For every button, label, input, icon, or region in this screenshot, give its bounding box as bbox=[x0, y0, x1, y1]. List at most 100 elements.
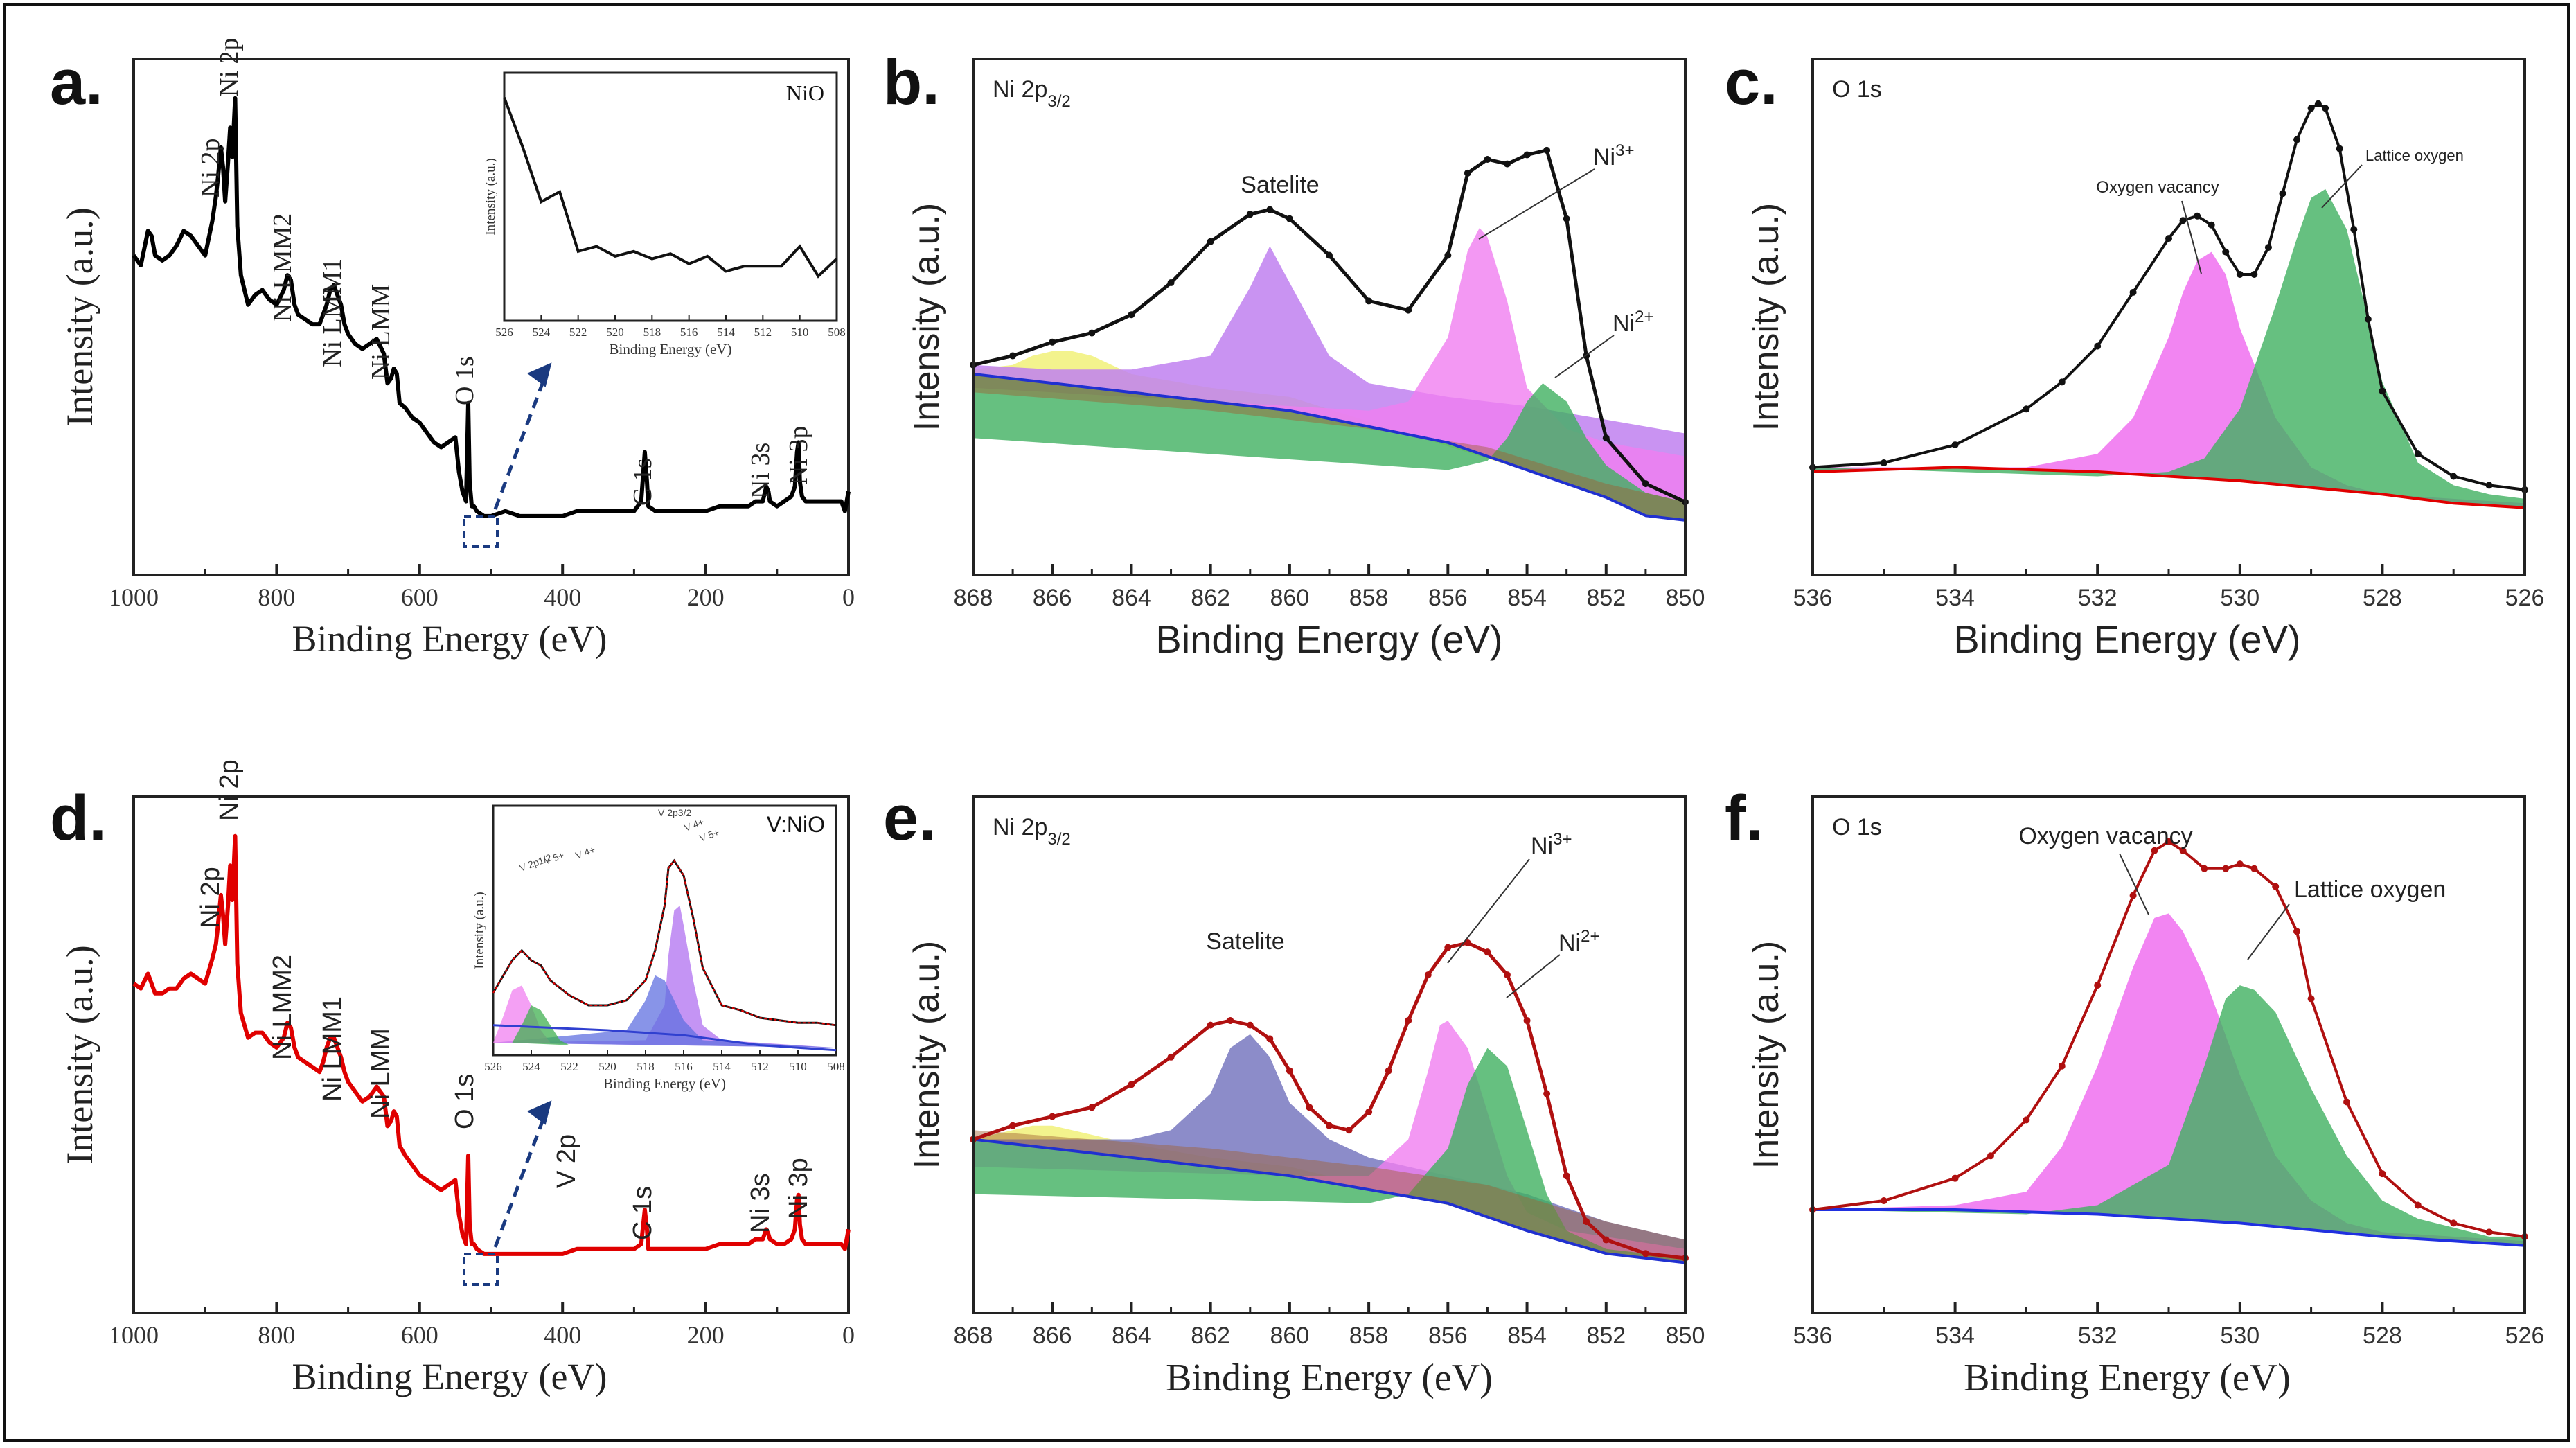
envelope-line bbox=[1812, 102, 2525, 491]
x-tick-label: 868 bbox=[954, 1323, 993, 1349]
x-tick-label: 532 bbox=[2078, 1323, 2117, 1349]
x-axis-label: Binding Energy (eV) bbox=[1155, 617, 1502, 661]
inset-tick-label: 514 bbox=[717, 326, 735, 339]
panel-f: 536 534 532 530 528 526 f. O 1s Binding Energy (… bbox=[1725, 783, 2544, 1400]
data-point bbox=[2307, 105, 2315, 112]
panel-label: b. bbox=[883, 47, 940, 118]
x-axis-label: Binding Energy (eV) bbox=[292, 1356, 607, 1397]
data-point bbox=[1128, 1081, 1135, 1088]
x-axis-label: Binding Energy (eV) bbox=[1964, 1357, 2291, 1400]
data-point bbox=[1266, 1035, 1274, 1043]
data-point bbox=[2151, 847, 2158, 854]
data-point bbox=[2165, 838, 2172, 845]
x-tick-label: 852 bbox=[1586, 1323, 1626, 1349]
overlap-band bbox=[973, 1130, 1685, 1263]
inset-tick-label: 510 bbox=[791, 326, 809, 339]
peak-label: Ni 3s bbox=[746, 443, 775, 499]
data-point bbox=[2293, 928, 2301, 935]
inset-tick-label: 516 bbox=[680, 326, 698, 339]
inset-annotation: V 2p3/2 bbox=[658, 807, 691, 818]
peak-ni2 bbox=[973, 373, 1685, 520]
x-tick-label: 858 bbox=[1349, 585, 1389, 611]
annotation-line bbox=[2247, 903, 2290, 960]
inset-tick-label: 524 bbox=[533, 326, 551, 339]
data-point bbox=[1009, 352, 1017, 360]
inset-frame bbox=[503, 71, 838, 322]
background-line bbox=[972, 372, 1686, 522]
data-point bbox=[1602, 1236, 1610, 1244]
data-point bbox=[2094, 342, 2102, 350]
annotation-line bbox=[1478, 168, 1595, 240]
data-point bbox=[1207, 1021, 1214, 1029]
data-point bbox=[2307, 995, 2315, 1003]
inset-title: NiO bbox=[786, 80, 824, 105]
inset-tick-label: 508 bbox=[828, 326, 846, 339]
x-tick-label: 850 bbox=[1666, 1323, 1705, 1349]
inset-title: V:NiO bbox=[767, 812, 825, 837]
inset-tick-label: 524 bbox=[522, 1060, 540, 1073]
data-point bbox=[1049, 338, 1056, 346]
inset-tick-label: 510 bbox=[789, 1060, 807, 1073]
inset-arrow bbox=[493, 370, 549, 510]
data-point bbox=[2236, 270, 2244, 278]
x-tick-label: 600 bbox=[401, 1321, 438, 1349]
data-point bbox=[1523, 1017, 1531, 1025]
peak-label: Ni LMM bbox=[366, 284, 396, 380]
data-point bbox=[2485, 482, 2493, 489]
peak-label: Ni LMM2 bbox=[268, 213, 297, 322]
inset-tick-label: 526 bbox=[495, 326, 513, 339]
x-tick-label: 0 bbox=[842, 1321, 855, 1349]
panel-b: 868 866 864 862 860 858 856 854 852 850 b. Ni 2p3/2… bbox=[883, 47, 1705, 661]
data-point bbox=[1306, 1104, 1313, 1111]
inset-arrow-head bbox=[527, 362, 552, 387]
x-axis-label: Binding Energy (eV) bbox=[292, 618, 607, 660]
survey-line bbox=[132, 96, 851, 518]
data-point bbox=[2414, 450, 2422, 458]
inset-tick-label: 522 bbox=[560, 1060, 578, 1073]
data-point bbox=[1246, 211, 1254, 218]
data-point bbox=[1484, 156, 1491, 164]
panel-title: Ni 2p3/2 bbox=[993, 76, 1071, 111]
x-tick-label: 536 bbox=[1793, 585, 1833, 611]
annotation-ni3: Ni3+ bbox=[1593, 141, 1634, 171]
inset-background bbox=[492, 1024, 837, 1052]
data-point bbox=[1602, 434, 1610, 442]
y-axis-label: Intensity (a.u.) bbox=[1746, 203, 1786, 431]
x-tick-label: 1000 bbox=[109, 583, 159, 611]
inset-y-label: Intensity (a.u.) bbox=[472, 892, 487, 969]
y-axis-label: Intensity (a.u.) bbox=[907, 941, 947, 1169]
x-tick-label: 868 bbox=[954, 585, 993, 611]
inset-tick-label: 518 bbox=[643, 326, 661, 339]
x-tick-label: 866 bbox=[1033, 1323, 1072, 1349]
annotation-line bbox=[2181, 200, 2202, 274]
data-point bbox=[1563, 1172, 1570, 1180]
inset-tick-label: 516 bbox=[675, 1060, 693, 1073]
panel-title: O 1s bbox=[1832, 76, 1882, 103]
x-tick-label: 864 bbox=[1112, 1323, 1151, 1349]
peak-label: Ni 3p bbox=[784, 426, 813, 486]
data-point bbox=[1088, 1104, 1096, 1111]
y-axis-label: Intensity (a.u.) bbox=[1746, 941, 1786, 1169]
peak-label: Ni 2p bbox=[196, 867, 225, 928]
x-tick-label: 526 bbox=[2505, 1323, 2545, 1349]
data-point bbox=[2058, 1062, 2066, 1070]
selection-box bbox=[463, 515, 499, 548]
x-tick-label: 536 bbox=[1793, 1323, 1833, 1349]
peak-label: Ni LMM2 bbox=[268, 955, 297, 1060]
data-point bbox=[2179, 847, 2187, 854]
x-tick-label: 200 bbox=[687, 583, 725, 611]
peak-label: Ni 2p bbox=[196, 139, 225, 198]
peak-label: Ni 2p bbox=[215, 38, 244, 98]
annotation-line bbox=[1506, 954, 1561, 998]
data-point bbox=[1464, 169, 1471, 177]
peak-label: O 1s bbox=[450, 356, 479, 405]
peak-label: Ni 3p bbox=[784, 1158, 813, 1219]
inset-tick-label: 520 bbox=[598, 1060, 616, 1073]
data-point bbox=[2379, 387, 2386, 395]
data-point bbox=[1444, 251, 1452, 259]
data-point bbox=[1286, 215, 1293, 222]
x-tick-label: 532 bbox=[2078, 585, 2117, 611]
data-point bbox=[1504, 971, 1511, 979]
annotation-line bbox=[2119, 853, 2149, 915]
annotation-line bbox=[2321, 164, 2363, 209]
